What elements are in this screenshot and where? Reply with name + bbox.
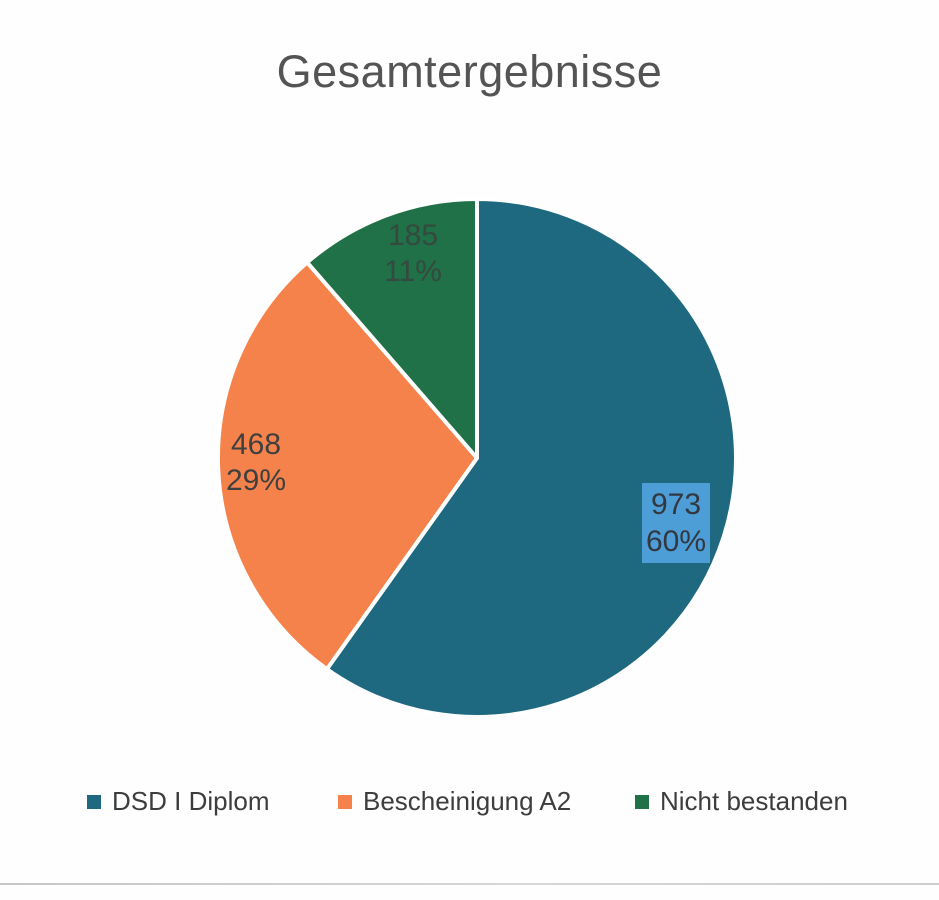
legend-item-bescheinigung-a2[interactable]: Bescheinigung A2 [338,786,571,817]
data-label-value: 973 [650,488,702,521]
legend-swatch-icon [338,794,352,809]
legend-label: Nicht bestanden [660,786,848,816]
chart-title: Gesamtergebnisse [276,46,663,97]
data-label-value: 468 [230,428,282,461]
scan-page-edge-line [0,883,939,885]
legend-swatch-icon [87,794,101,809]
pie-slice-dsd-i-diplom[interactable] [324,197,738,719]
legend-label: DSD I Diplom [112,786,270,816]
pie-slice-bescheinigung-a2[interactable] [216,260,479,672]
data-label-percent: 29% [225,464,287,497]
data-label-value: 185 [387,219,439,252]
data-label-nicht-bestanden: 185 11% [384,218,442,290]
legend-item-nicht-bestanden[interactable]: Nicht bestanden [635,786,848,817]
pie-slice-nicht-bestanden[interactable] [305,197,479,460]
legend-item-dsd-diplom[interactable]: DSD I Diplom [87,786,269,817]
data-label-percent: 60% [645,525,707,558]
data-label-percent: 11% [384,255,442,288]
legend-swatch-icon [635,794,649,809]
data-label-bescheinigung-a2: 468 29% [226,427,286,499]
selected-label-box[interactable]: 973 60% [642,483,710,563]
chart-legend: DSD I Diplom Bescheinigung A2 Nicht best… [0,786,939,816]
legend-label: Bescheinigung A2 [363,786,572,816]
